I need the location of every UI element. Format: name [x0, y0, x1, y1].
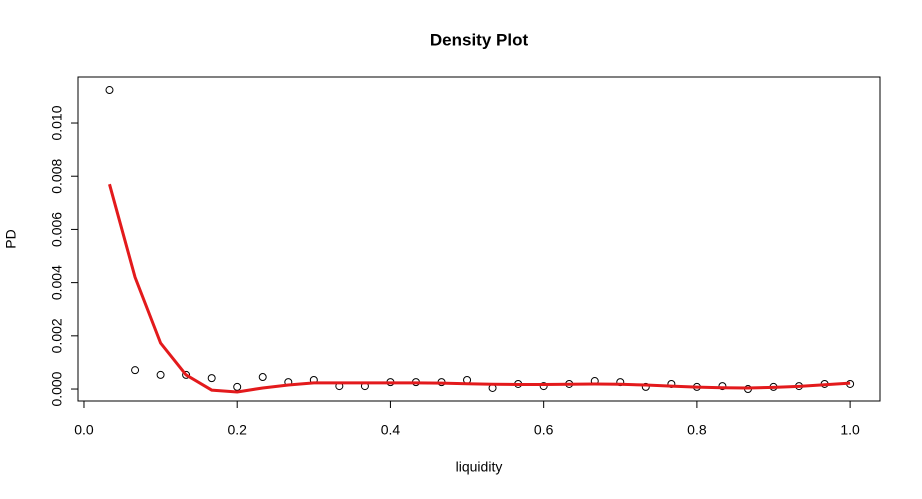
- data-point: [539, 382, 548, 391]
- x-axis-title: liquidity: [456, 459, 503, 475]
- data-point: [156, 370, 165, 379]
- x-tick-label: 0.4: [381, 422, 401, 438]
- y-tick-label: 0.000: [49, 371, 65, 406]
- data-point: [233, 382, 242, 391]
- x-tick-label: 0.6: [534, 422, 554, 438]
- x-tick-label: 0.0: [74, 422, 94, 438]
- data-point: [718, 382, 727, 391]
- plot-frame: [77, 76, 881, 402]
- y-tick-label: 0.008: [49, 158, 65, 193]
- data-point: [258, 373, 267, 382]
- y-tick-label: 0.006: [49, 212, 65, 247]
- chart-title: Density Plot: [430, 30, 529, 49]
- data-point: [641, 382, 650, 391]
- data-point: [131, 366, 140, 375]
- data-point: [182, 370, 191, 379]
- data-point: [105, 86, 114, 95]
- x-tick-label: 1.0: [840, 422, 860, 438]
- y-tick-label: 0.002: [49, 318, 65, 353]
- fit-line: [108, 183, 851, 394]
- x-tick-label: 0.8: [687, 422, 707, 438]
- y-tick-label: 0.010: [49, 105, 65, 140]
- y-tick-label: 0.004: [49, 265, 65, 300]
- x-tick-label: 0.2: [227, 422, 247, 438]
- y-axis-title: PD: [3, 229, 19, 248]
- data-point: [207, 374, 216, 383]
